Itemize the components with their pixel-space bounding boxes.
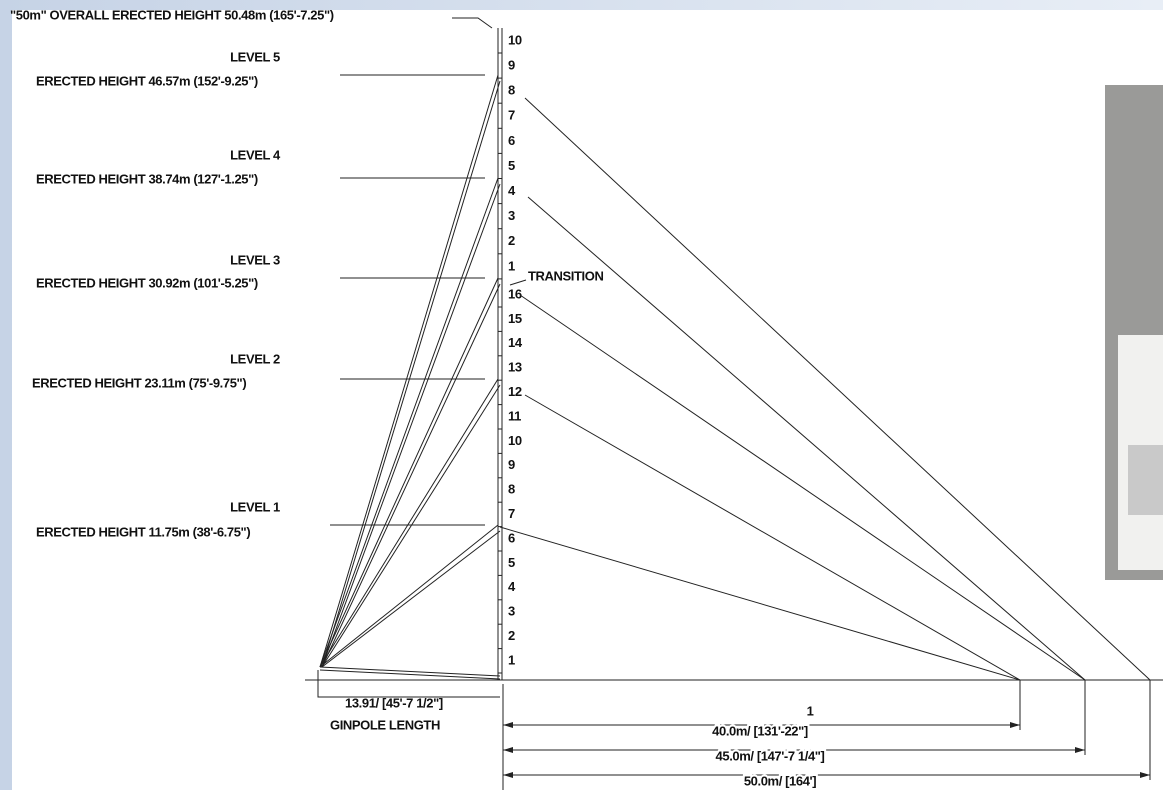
section-number: 6 [508,133,515,148]
level-height: ERECTED HEIGHT 38.74m (127'-1.25") [36,171,258,186]
section-number: 7 [508,506,515,521]
section-number: 11 [508,408,521,423]
drawing: "50m" OVERALL ERECTED HEIGHT 50.48m (165… [0,0,1163,790]
anchor-radius: 45.0m/ [147'-7 1/4"] [716,748,825,763]
ginpole-length: 13.91/ [45'-7 1/2"] [345,695,443,710]
level-height: ERECTED HEIGHT 11.75m (38'-6.75") [36,524,250,539]
anchor-radius: 50.0m/ [164'] [744,773,816,788]
section-number: 12 [508,384,522,399]
section-number: 8 [508,83,515,98]
level-label: LEVEL 4 [230,147,281,162]
level-label: LEVEL 1 [230,499,280,514]
section-number: 13 [508,360,522,375]
section-number: 1 [508,652,515,667]
level-height: ERECTED HEIGHT 46.57m (152'-9.25") [36,73,258,88]
section-number: 6 [508,530,515,545]
page: "50m" OVERALL ERECTED HEIGHT 50.48m (165… [0,0,1163,790]
section-number: 5 [508,555,515,570]
transition: TRANSITION [528,268,603,283]
level-label: LEVEL 5 [230,49,280,64]
section-number: 5 [508,158,515,173]
overall-height: "50m" OVERALL ERECTED HEIGHT 50.48m (165… [10,7,334,22]
level-height: ERECTED HEIGHT 30.92m (101'-5.25") [36,275,258,290]
section-number: 10 [508,32,522,47]
section-number: 10 [508,433,522,448]
detail-marker: 1 [807,703,814,718]
section-number: 4 [508,183,516,198]
section-number: 3 [508,604,515,619]
section-number: 9 [508,457,515,472]
section-number: 15 [508,311,522,326]
section-number: 2 [508,233,515,248]
level-height: ERECTED HEIGHT 23.11m (75'-9.75") [32,375,246,390]
section-number: 2 [508,628,515,643]
anchor-radius: 40.0m/ [131'-22"] [712,723,808,738]
section-number: 1 [508,258,515,273]
section-number: 9 [508,58,515,73]
section-number: 16 [508,286,522,301]
ginpole-label: GINPOLE LENGTH [330,717,440,732]
sheet [12,10,1163,790]
section-number: 4 [508,579,516,594]
level-label: LEVEL 3 [230,252,280,267]
section-number: 3 [508,208,515,223]
section-number: 8 [508,482,515,497]
section-number: 7 [508,108,515,123]
level-label: LEVEL 2 [230,351,280,366]
photo [1105,85,1163,580]
section-number: 14 [508,335,523,350]
